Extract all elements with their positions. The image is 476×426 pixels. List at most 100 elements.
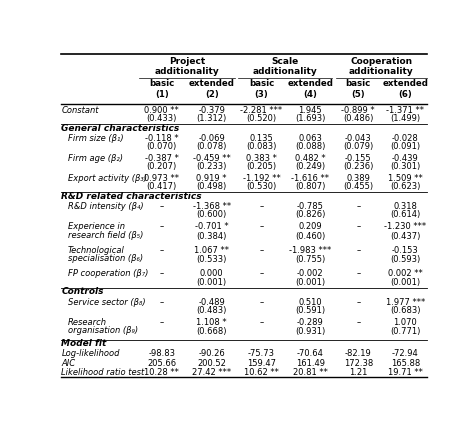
Text: extended
(6): extended (6)	[382, 79, 428, 99]
Text: (0.083): (0.083)	[246, 142, 277, 151]
Text: Firm age (β₂): Firm age (β₂)	[68, 154, 123, 163]
Text: 1.21: 1.21	[349, 368, 367, 377]
Text: (0.001): (0.001)	[197, 278, 227, 287]
Text: 0.318: 0.318	[393, 202, 417, 211]
Text: (0.486): (0.486)	[343, 114, 374, 123]
Text: General characteristics: General characteristics	[61, 124, 179, 132]
Text: -82.19: -82.19	[345, 349, 372, 358]
Text: 172.38: 172.38	[344, 359, 373, 368]
Text: (0.236): (0.236)	[343, 162, 374, 171]
Text: extended
(4): extended (4)	[288, 79, 333, 99]
Text: (0.460): (0.460)	[295, 232, 326, 241]
Text: 1.067 **: 1.067 **	[194, 246, 229, 255]
Text: -0.289: -0.289	[297, 318, 324, 327]
Text: R&D related characteristics: R&D related characteristics	[61, 192, 202, 201]
Text: -98.83: -98.83	[149, 349, 175, 358]
Text: -0.899 *: -0.899 *	[341, 106, 375, 115]
Text: 27.42 ***: 27.42 ***	[192, 368, 231, 377]
Text: (0.070): (0.070)	[147, 142, 177, 151]
Text: 205.66: 205.66	[147, 359, 177, 368]
Text: Scale
additionality: Scale additionality	[253, 57, 318, 76]
Text: –: –	[160, 298, 164, 307]
Text: -0.785: -0.785	[297, 202, 324, 211]
Text: –: –	[160, 246, 164, 255]
Text: (0.533): (0.533)	[197, 256, 227, 265]
Text: –: –	[356, 298, 360, 307]
Text: (0.591): (0.591)	[295, 306, 326, 315]
Text: (0.091): (0.091)	[390, 142, 420, 151]
Text: (1.499): (1.499)	[390, 114, 420, 123]
Text: -0.028: -0.028	[392, 134, 419, 143]
Text: -70.64: -70.64	[297, 349, 324, 358]
Text: –: –	[259, 202, 264, 211]
Text: Service sector (β₈): Service sector (β₈)	[68, 298, 145, 307]
Text: –: –	[160, 202, 164, 211]
Text: (0.301): (0.301)	[390, 162, 420, 171]
Text: (0.078): (0.078)	[197, 142, 227, 151]
Text: 0.482 *: 0.482 *	[295, 154, 326, 163]
Text: –: –	[259, 298, 264, 307]
Text: -0.002: -0.002	[297, 269, 324, 278]
Text: Model fit: Model fit	[61, 340, 107, 348]
Text: -0.489: -0.489	[198, 298, 225, 307]
Text: -0.155: -0.155	[345, 154, 372, 163]
Text: 161.49: 161.49	[296, 359, 325, 368]
Text: basic
(5): basic (5)	[346, 79, 371, 99]
Text: 1.977 ***: 1.977 ***	[386, 298, 425, 307]
Text: (0.668): (0.668)	[197, 328, 227, 337]
Text: (0.755): (0.755)	[295, 256, 326, 265]
Text: (0.498): (0.498)	[197, 182, 227, 191]
Text: (0.249): (0.249)	[295, 162, 326, 171]
Text: -0.379: -0.379	[198, 106, 225, 115]
Text: –: –	[160, 269, 164, 278]
Text: 0.973 **: 0.973 **	[144, 174, 179, 183]
Text: R&D intensity (β₄): R&D intensity (β₄)	[68, 202, 143, 211]
Text: (0.207): (0.207)	[147, 162, 177, 171]
Text: –: –	[356, 269, 360, 278]
Text: (0.417): (0.417)	[147, 182, 177, 191]
Text: 0.383 *: 0.383 *	[246, 154, 277, 163]
Text: 0.919 *: 0.919 *	[197, 174, 227, 183]
Text: (0.530): (0.530)	[247, 182, 277, 191]
Text: -0.043: -0.043	[345, 134, 372, 143]
Text: 0.000: 0.000	[200, 269, 224, 278]
Text: 10.62 **: 10.62 **	[244, 368, 279, 377]
Text: -0.387 *: -0.387 *	[145, 154, 179, 163]
Text: (0.600): (0.600)	[197, 210, 227, 219]
Text: –: –	[160, 318, 164, 327]
Text: (0.807): (0.807)	[295, 182, 326, 191]
Text: -1.371 **: -1.371 **	[387, 106, 424, 115]
Text: 0.002 **: 0.002 **	[388, 269, 423, 278]
Text: basic
(3): basic (3)	[249, 79, 274, 99]
Text: (0.614): (0.614)	[390, 210, 420, 219]
Text: 1.108 *: 1.108 *	[197, 318, 227, 327]
Text: Cooperation
additionality: Cooperation additionality	[349, 57, 414, 76]
Text: 0.135: 0.135	[249, 134, 273, 143]
Text: -0.153: -0.153	[392, 246, 419, 255]
Text: organisation (β₉): organisation (β₉)	[68, 326, 138, 335]
Text: (0.088): (0.088)	[295, 142, 326, 151]
Text: -0.701 *: -0.701 *	[195, 222, 228, 231]
Text: 0.900 **: 0.900 **	[145, 106, 179, 115]
Text: (0.931): (0.931)	[295, 328, 326, 337]
Text: (0.384): (0.384)	[197, 232, 227, 241]
Text: (0.455): (0.455)	[343, 182, 373, 191]
Text: (0.079): (0.079)	[343, 142, 374, 151]
Text: extended
(2): extended (2)	[188, 79, 235, 99]
Text: (0.437): (0.437)	[390, 232, 420, 241]
Text: -0.459 **: -0.459 **	[193, 154, 230, 163]
Text: 1.070: 1.070	[394, 318, 417, 327]
Text: (0.593): (0.593)	[390, 256, 420, 265]
Text: (0.771): (0.771)	[390, 328, 420, 337]
Text: (1.693): (1.693)	[295, 114, 326, 123]
Text: Experience in: Experience in	[68, 222, 125, 231]
Text: –: –	[259, 269, 264, 278]
Text: -75.73: -75.73	[248, 349, 275, 358]
Text: 10.28 **: 10.28 **	[144, 368, 179, 377]
Text: (0.233): (0.233)	[197, 162, 227, 171]
Text: 200.52: 200.52	[197, 359, 226, 368]
Text: 0.389: 0.389	[347, 174, 370, 183]
Text: AIC: AIC	[61, 359, 76, 368]
Text: specialisation (β₆): specialisation (β₆)	[68, 254, 143, 263]
Text: 159.47: 159.47	[247, 359, 276, 368]
